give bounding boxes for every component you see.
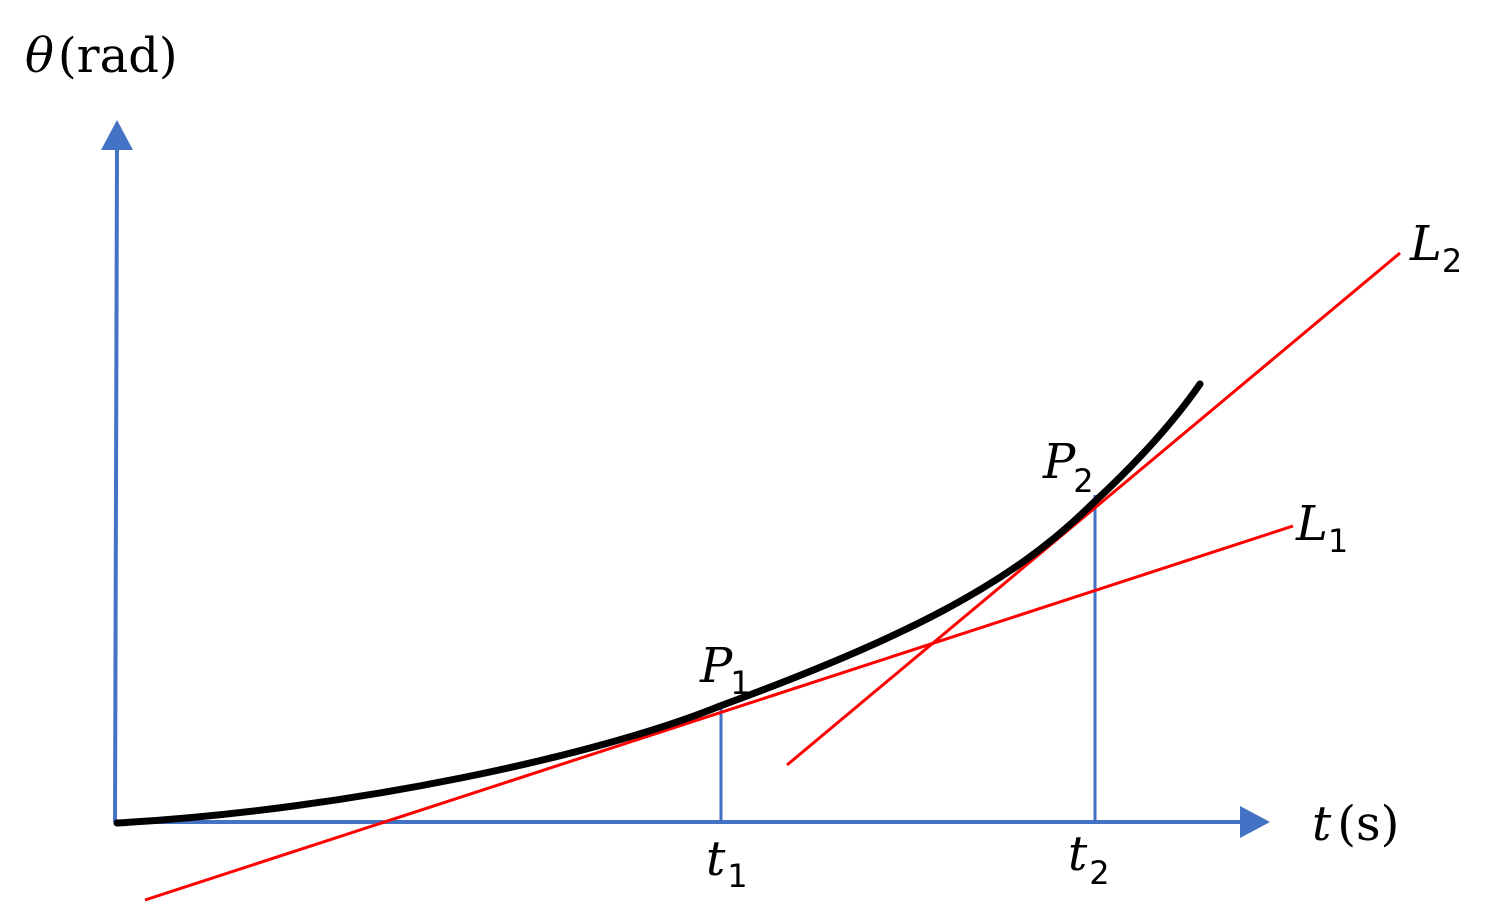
tangent-line-l2 (786, 251, 1401, 767)
point-p1-base: P (699, 638, 733, 694)
theta-curve (113, 380, 1204, 827)
point-label-p2: P2 (1042, 434, 1094, 500)
line-label-l2: L2 (1409, 216, 1462, 280)
tick-t1-sub: 1 (727, 857, 747, 895)
y-axis-unit: (rad) (58, 28, 178, 84)
tick-label-t2: t2 (1068, 826, 1110, 892)
point-label-p1: P1 (699, 638, 751, 702)
tick-t2-sub: 2 (1089, 854, 1109, 892)
x-axis-label: t (s) (1312, 796, 1399, 852)
x-axis-unit: (s) (1337, 796, 1399, 852)
y-axis-arrowhead (101, 120, 133, 150)
tangent-line-l1 (144, 524, 1294, 902)
line-label-l1: L1 (1295, 496, 1348, 560)
tick-t1-base: t (706, 831, 726, 887)
x-axis-symbol: t (1312, 796, 1332, 852)
tick-label-t1: t1 (706, 831, 748, 895)
x-axis-arrowhead (1240, 806, 1270, 838)
line-l2-base: L (1409, 216, 1442, 272)
line-l1-base: L (1295, 496, 1328, 552)
line-l2-sub: 2 (1442, 242, 1462, 280)
tick-t2-base: t (1068, 826, 1088, 882)
point-p1-sub: 1 (730, 664, 750, 702)
point-p2-base: P (1042, 434, 1076, 490)
y-axis-label: θ(rad) (25, 28, 178, 84)
point-p2-sub: 2 (1073, 462, 1093, 500)
y-axis-symbol: θ (25, 28, 54, 84)
y-axis (113, 149, 119, 823)
line-l1-sub: 1 (1328, 522, 1348, 560)
